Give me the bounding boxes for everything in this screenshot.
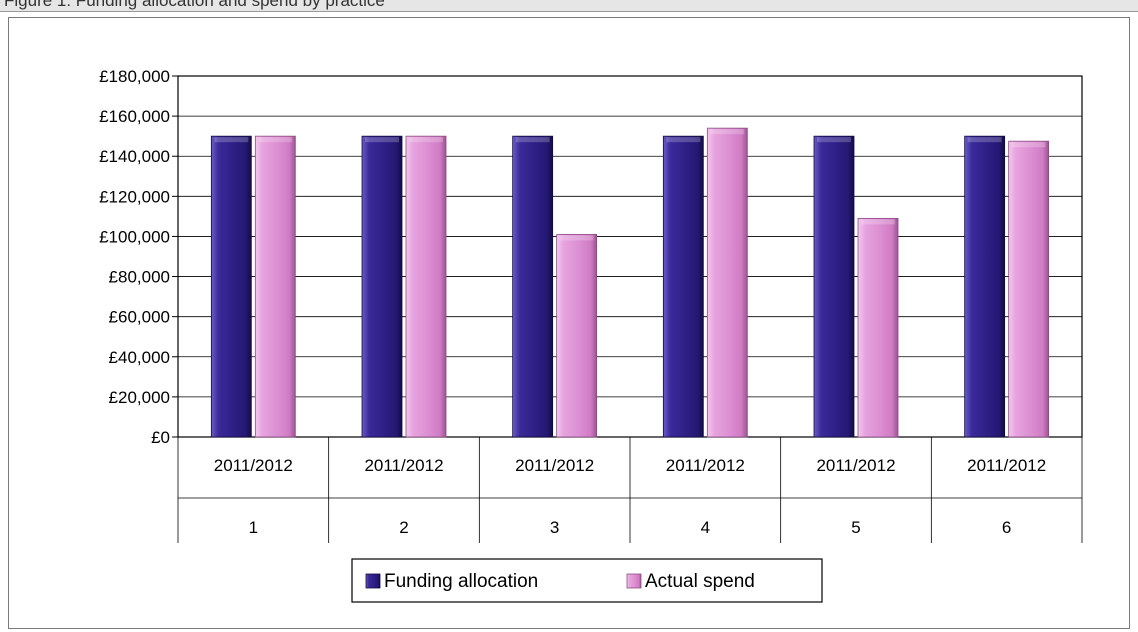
x-tick-label-period: 2011/2012 bbox=[666, 456, 745, 475]
x-tick-label-period: 2011/2012 bbox=[816, 456, 895, 475]
x-tick-label-group: 2 bbox=[399, 518, 408, 537]
plot-area-border bbox=[177, 75, 1083, 438]
bar-bevel-highlight bbox=[258, 137, 293, 143]
x-tick-label-group: 3 bbox=[550, 518, 559, 537]
bar-actual-spend-5 bbox=[857, 217, 899, 438]
bar-bevel-highlight bbox=[515, 137, 550, 143]
bar-bevel-highlight bbox=[710, 129, 745, 135]
bar-bevel-highlight bbox=[409, 137, 443, 143]
bar-bevel-highlight bbox=[214, 137, 249, 143]
legend-swatch-actual-spend bbox=[626, 573, 642, 589]
bar-funding-allocation-3 bbox=[512, 135, 554, 438]
bar-funding-allocation-6 bbox=[964, 135, 1006, 438]
y-tick-label: £120,000 bbox=[99, 187, 170, 206]
x-tick-label-period: 2011/2012 bbox=[364, 456, 443, 475]
y-tick-label: £160,000 bbox=[99, 107, 170, 126]
x-tick-label-period: 2011/2012 bbox=[214, 456, 293, 475]
bar-bevel-highlight bbox=[967, 137, 1002, 143]
y-tick-label: £20,000 bbox=[109, 388, 170, 407]
bar-bevel-highlight bbox=[365, 137, 399, 143]
bar-bevel-highlight bbox=[1011, 142, 1046, 148]
y-tick-label: £100,000 bbox=[99, 227, 170, 246]
bar-actual-spend-3 bbox=[556, 234, 598, 438]
y-tick-label: £40,000 bbox=[109, 348, 170, 367]
legend-label-funding-allocation: Funding allocation bbox=[384, 571, 538, 592]
bar-actual-spend-1 bbox=[254, 135, 296, 438]
y-tick-label: £80,000 bbox=[109, 268, 170, 287]
x-tick-label-period: 2011/2012 bbox=[515, 456, 594, 475]
bar-actual-spend-2 bbox=[405, 135, 447, 438]
bar-bevel-highlight bbox=[559, 235, 594, 241]
bar-funding-allocation-2 bbox=[361, 135, 403, 438]
legend-box bbox=[351, 558, 823, 603]
y-tick-label: £60,000 bbox=[109, 308, 170, 327]
x-tick-label-group: 1 bbox=[249, 518, 258, 537]
legend-swatch-funding-allocation bbox=[365, 573, 381, 589]
bar-actual-spend-6 bbox=[1008, 140, 1050, 438]
figure-caption: Figure 1: Funding allocation and spend b… bbox=[4, 0, 385, 10]
y-tick-label: £0 bbox=[151, 428, 170, 447]
bar-actual-spend-4 bbox=[706, 127, 748, 438]
y-tick-label: £140,000 bbox=[99, 147, 170, 166]
bar-bevel-highlight bbox=[666, 137, 701, 143]
x-tick-label-group: 4 bbox=[701, 518, 710, 537]
bar-bevel-highlight bbox=[861, 219, 895, 225]
x-tick-label-group: 6 bbox=[1002, 518, 1011, 537]
caption-strip: Figure 1: Funding allocation and spend b… bbox=[0, 0, 1138, 12]
bar-funding-allocation-5 bbox=[813, 135, 855, 438]
x-tick-label-group: 5 bbox=[851, 518, 860, 537]
y-tick-label: £180,000 bbox=[99, 67, 170, 86]
bar-funding-allocation-1 bbox=[210, 135, 252, 438]
x-tick-label-period: 2011/2012 bbox=[967, 456, 1046, 475]
legend-label-actual-spend: Actual spend bbox=[645, 571, 755, 592]
bar-funding-allocation-4 bbox=[662, 135, 704, 438]
bar-bevel-highlight bbox=[817, 137, 851, 143]
